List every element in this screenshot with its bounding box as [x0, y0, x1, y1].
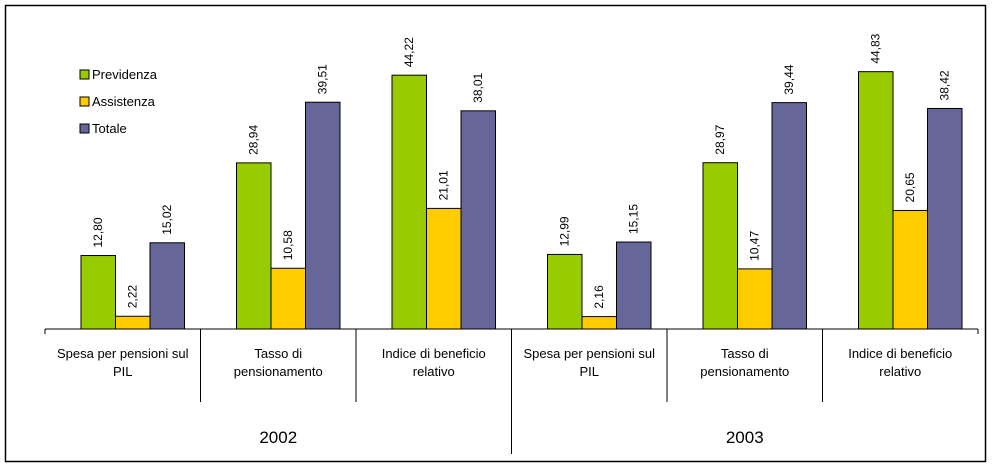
- data-label-previdenza-0: 12,80: [91, 217, 105, 247]
- category-label-1: Tasso di pensionamento: [234, 346, 323, 379]
- category-label-3: Spesa per pensioni sul PIL: [523, 346, 655, 379]
- data-label-previdenza-4: 28,97: [713, 124, 727, 154]
- bar-totale-3: [616, 241, 652, 330]
- bar-assistenza-2: [426, 207, 462, 330]
- data-label-assistenza-2: 21,01: [437, 170, 451, 200]
- data-label-previdenza-2: 44,22: [402, 37, 416, 67]
- data-label-totale-3: 15,15: [627, 204, 641, 234]
- legend-label-assistenza: Assistenza: [92, 94, 156, 109]
- bar-assistenza-4: [737, 268, 773, 330]
- bar-totale-1: [305, 101, 341, 330]
- data-label-assistenza-5: 20,65: [903, 172, 917, 202]
- bar-totale-5: [927, 107, 963, 330]
- bar-totale-0: [149, 242, 185, 330]
- data-label-totale-4: 39,44: [782, 64, 796, 94]
- category-label-0: Spesa per pensioni sul PIL: [57, 346, 189, 379]
- data-label-previdenza-1: 28,94: [247, 125, 261, 155]
- data-label-previdenza-5: 44,83: [869, 33, 883, 63]
- legend-swatch-assistenza: [79, 96, 90, 107]
- bar-previdenza-1: [236, 162, 272, 330]
- data-label-totale-1: 39,51: [316, 64, 330, 94]
- plot-area: 12,80 28,94 44,22 12,99 28,97 44,83 2,22 10,58 2…: [44, 33, 979, 454]
- data-label-assistenza-1: 10,58: [281, 230, 295, 260]
- bar-totale-2: [460, 110, 496, 330]
- bar-assistenza-0: [115, 315, 151, 330]
- bar-previdenza-5: [858, 71, 894, 330]
- bar-totale-4: [771, 102, 807, 330]
- data-label-previdenza-3: 12,99: [558, 216, 572, 246]
- group-label-2002: 2002: [259, 428, 297, 447]
- legend-swatch-totale: [79, 123, 90, 134]
- data-label-assistenza-0: 2,22: [126, 285, 140, 309]
- group-label-2003: 2003: [726, 428, 764, 447]
- bar-previdenza-2: [391, 74, 427, 330]
- legend: Previdenza Assistenza Totale: [79, 67, 158, 136]
- legend-label-previdenza: Previdenza: [92, 67, 158, 82]
- data-label-totale-0: 15,02: [160, 204, 174, 234]
- bar-assistenza-1: [270, 267, 306, 330]
- data-label-assistenza-3: 2,16: [592, 285, 606, 309]
- data-label-assistenza-4: 10,47: [748, 231, 762, 261]
- bar-previdenza-3: [547, 253, 583, 330]
- data-label-totale-2: 38,01: [471, 72, 485, 102]
- bar-assistenza-3: [581, 316, 617, 330]
- legend-label-totale: Totale: [92, 121, 127, 136]
- legend-swatch-previdenza: [79, 69, 90, 80]
- category-label-2: Indice di beneficio relativo: [382, 346, 486, 379]
- data-label-totale-5: 38,42: [938, 70, 952, 100]
- bar-assistenza-5: [892, 209, 928, 330]
- category-label-5: Indice di beneficio relativo: [848, 346, 952, 379]
- bar-previdenza-4: [702, 162, 738, 330]
- category-label-4: Tasso di pensionamento: [700, 346, 789, 379]
- bar-previdenza-0: [80, 255, 116, 330]
